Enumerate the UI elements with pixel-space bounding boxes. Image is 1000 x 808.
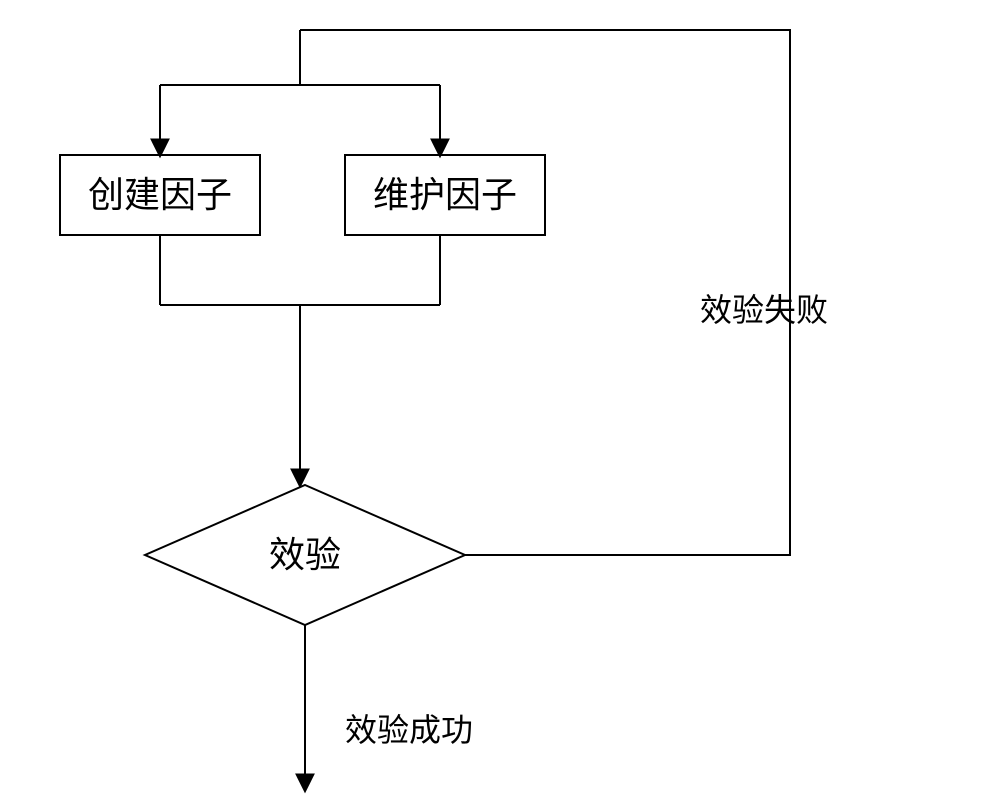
label-validate-fail: 效验失败	[700, 292, 828, 328]
label-create-factor: 创建因子	[88, 175, 232, 215]
label-maintain-factor: 维护因子	[373, 175, 517, 215]
node-create-factor: 创建因子	[60, 155, 260, 235]
label-validate-success: 效验成功	[345, 712, 473, 748]
node-validate: 效验	[145, 485, 465, 625]
edge-validate-fail: 效验失败	[300, 30, 828, 555]
edge-branches-to-validate	[160, 235, 440, 485]
flowchart-canvas: 效验失败 创建因子 维护因子 效验 效验成功	[0, 0, 1000, 808]
edge-validate-success: 效验成功	[305, 625, 473, 790]
edge-top-join	[160, 85, 440, 155]
label-validate: 效验	[269, 535, 341, 575]
node-maintain-factor: 维护因子	[345, 155, 545, 235]
